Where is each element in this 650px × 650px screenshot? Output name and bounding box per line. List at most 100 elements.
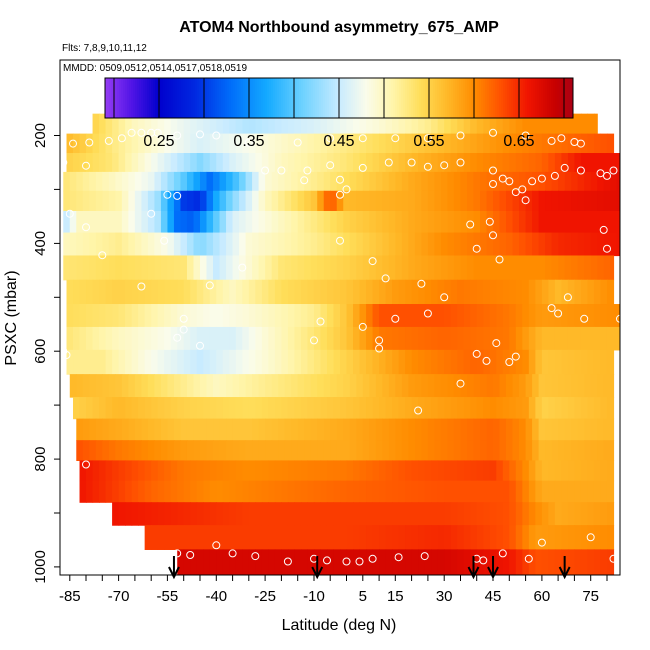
- heatmap-cell: [268, 326, 276, 351]
- heatmap-cell: [515, 502, 523, 526]
- observation-point: [336, 190, 344, 199]
- heatmap-cell: [411, 349, 419, 375]
- heatmap-cell: [268, 133, 276, 154]
- colorbar-swatch: [179, 78, 182, 118]
- colorbar-swatch: [131, 78, 134, 118]
- heatmap-cell: [388, 232, 396, 257]
- heatmap-cell: [69, 210, 77, 234]
- heatmap-cell: [105, 279, 113, 305]
- heatmap-cell: [593, 525, 602, 550]
- heatmap-cell: [470, 304, 478, 328]
- heatmap-cell: [499, 210, 507, 234]
- heatmap-cell: [248, 549, 256, 575]
- heatmap-cell: [408, 210, 416, 234]
- colorbar-swatch: [195, 78, 198, 118]
- colorbar-swatch: [429, 78, 432, 118]
- heatmap-cell: [333, 549, 341, 575]
- observation-point: [310, 336, 318, 345]
- heatmap-cell: [108, 232, 116, 257]
- heatmap-cell: [99, 397, 107, 420]
- heatmap-cell: [597, 232, 605, 257]
- heatmap-cell: [333, 460, 341, 482]
- colorbar-swatch: [295, 78, 298, 118]
- heatmap-cell: [186, 232, 195, 257]
- heatmap-cell: [551, 440, 559, 461]
- heatmap-band: [112, 502, 615, 526]
- heatmap-cell: [447, 374, 455, 398]
- heatmap-cell: [353, 397, 361, 420]
- heatmap-cell: [561, 326, 569, 351]
- heatmap-cell: [297, 255, 305, 281]
- heatmap-cell: [346, 502, 354, 526]
- heatmap-cell: [489, 326, 497, 351]
- colorbar-swatch: [341, 78, 344, 118]
- heatmap-cell: [398, 549, 406, 575]
- heatmap-cell: [320, 304, 328, 328]
- heatmap-band: [69, 374, 615, 398]
- heatmap-cell: [532, 232, 540, 257]
- colorbar-swatch: [219, 78, 222, 118]
- heatmap-cell: [515, 349, 523, 375]
- heatmap-cell: [375, 190, 383, 212]
- heatmap-cell: [144, 525, 152, 550]
- heatmap-cell: [616, 190, 620, 212]
- colorbar-swatch: [167, 78, 170, 118]
- heatmap-cell: [333, 326, 341, 351]
- heatmap-cell: [144, 397, 152, 420]
- colorbar-swatch: [415, 78, 418, 118]
- heatmap-cell: [444, 153, 452, 173]
- heatmap-cell: [480, 210, 488, 234]
- heatmap-cell: [177, 480, 185, 503]
- heatmap-cell: [131, 153, 139, 173]
- heatmap-cell: [206, 440, 214, 461]
- heatmap-cell: [457, 304, 465, 328]
- heatmap-cell: [392, 549, 400, 575]
- colorbar-swatch: [261, 78, 264, 118]
- x-tick-label: 75: [582, 588, 599, 605]
- heatmap-cell: [463, 133, 471, 154]
- colorbar-swatch: [515, 78, 518, 118]
- heatmap-cell: [372, 525, 380, 550]
- heatmap-cell: [73, 153, 81, 173]
- heatmap-cell: [92, 304, 100, 328]
- heatmap-cell: [398, 397, 406, 420]
- flight-arrow: [168, 556, 180, 580]
- heatmap-cell: [320, 397, 328, 420]
- heatmap-cell: [226, 418, 234, 441]
- heatmap-cell: [89, 232, 97, 257]
- heatmap-cell: [440, 440, 449, 461]
- heatmap-cell: [170, 279, 178, 305]
- heatmap-cell: [353, 279, 361, 305]
- observation-point: [498, 174, 507, 183]
- heatmap-cell: [274, 349, 282, 375]
- heatmap-cell: [424, 326, 432, 351]
- heatmap-cell: [457, 133, 465, 154]
- observation-point: [355, 557, 364, 566]
- heatmap-cell: [131, 113, 139, 135]
- heatmap-cell: [186, 418, 195, 441]
- heatmap-cell: [278, 232, 286, 257]
- heatmap-cell: [457, 549, 465, 575]
- observation-point: [300, 176, 309, 185]
- heatmap-cell: [170, 397, 178, 420]
- heatmap-cell: [463, 326, 471, 351]
- heatmap-cell: [209, 397, 217, 420]
- heatmap-cell: [444, 326, 452, 351]
- heatmap-cell: [274, 460, 282, 482]
- heatmap-cell: [580, 502, 589, 526]
- heatmap-cell: [216, 153, 224, 173]
- colorbar-swatch: [501, 78, 504, 118]
- heatmap-cell: [528, 113, 536, 135]
- observation-point: [524, 554, 533, 563]
- heatmap-cell: [567, 279, 576, 305]
- colorbar-swatch: [479, 78, 482, 118]
- heatmap-cell: [496, 397, 504, 420]
- heatmap-cell: [82, 440, 90, 461]
- heatmap-cell: [349, 232, 357, 257]
- heatmap-cell: [63, 255, 71, 281]
- heatmap-cell: [245, 418, 253, 441]
- heatmap-cell: [359, 326, 367, 351]
- heatmap-cell: [131, 279, 139, 305]
- heatmap-cell: [587, 153, 595, 173]
- heatmap-cell: [584, 232, 592, 257]
